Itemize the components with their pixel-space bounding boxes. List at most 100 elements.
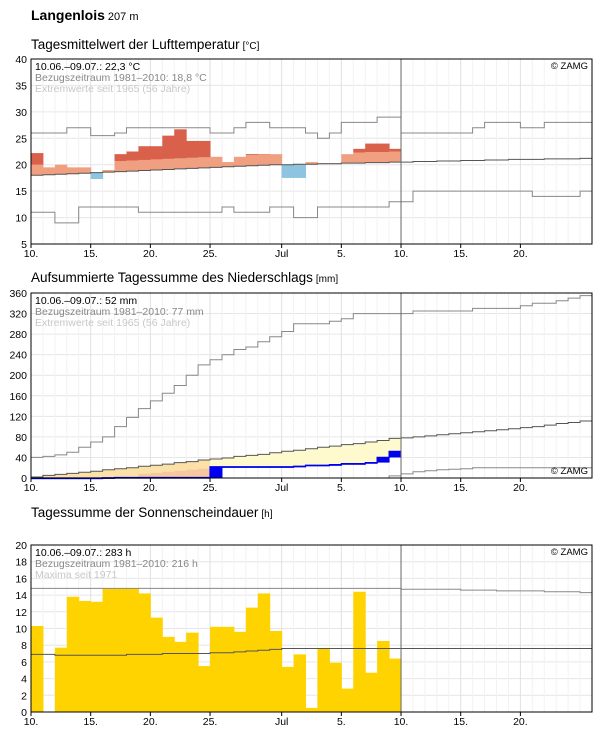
precipitation-deficit-area xyxy=(54,474,68,478)
sunshine-bar xyxy=(221,626,235,712)
precipitation-daily-increment xyxy=(389,451,402,458)
sunshine-bar xyxy=(162,636,175,712)
temperature-anomaly-bar-strong xyxy=(31,153,44,165)
precipitation-chart-title: Aufsummierte Tagessumme des Niederschlag… xyxy=(31,270,338,285)
temperature-anomaly-bar-below xyxy=(90,172,104,179)
sunshine-y-tick-label: 16 xyxy=(15,573,27,585)
station-title: Langenlois 207 m xyxy=(31,7,138,23)
temperature-anomaly-bar xyxy=(389,151,402,163)
sunshine-bar xyxy=(389,658,402,712)
precipitation-x-tick-label: 15. xyxy=(453,482,468,494)
precipitation-deficit-area xyxy=(329,446,342,465)
precipitation-x-tick-label: 10. xyxy=(394,482,409,494)
temperature-anomaly-bar xyxy=(210,156,223,168)
temperature-summary-reference: Bezugszeitraum 1981–2010: 18,8 °C xyxy=(35,72,207,84)
sunshine-x-tick-label: 25. xyxy=(203,716,218,728)
sunshine-y-tick-label: 4 xyxy=(21,674,27,686)
sunshine-bar xyxy=(281,666,295,712)
sunshine-title-text: Tagessumme der Sonnenscheindauer xyxy=(31,505,259,520)
temperature-min-line xyxy=(31,190,592,224)
precipitation-deficit-area xyxy=(210,458,223,467)
temperature-anomaly-bar xyxy=(150,159,163,170)
precipitation-deficit-area xyxy=(353,443,366,464)
temperature-anomaly-bar xyxy=(174,158,187,169)
temperature-anomaly-bar xyxy=(305,162,318,165)
sunshine-max-line xyxy=(31,587,592,594)
temperature-anomaly-bar xyxy=(365,152,378,163)
temperature-x-tick-label: 20. xyxy=(513,248,528,260)
precipitation-max-line xyxy=(31,295,592,458)
sunshine-x-tick-label: 15. xyxy=(453,716,468,728)
sunshine-bar xyxy=(174,641,187,712)
sunshine-y-tick-label: 2 xyxy=(21,690,27,702)
precipitation-deficit-area xyxy=(90,471,104,478)
sunshine-y-tick-label: 8 xyxy=(21,640,27,652)
temperature-x-tick-label: 15. xyxy=(453,248,468,260)
sunshine-summary-period: 10.06.–09.07.: 283 h xyxy=(35,547,131,559)
sunshine-bar xyxy=(90,601,104,712)
precipitation-x-tick-label: 20. xyxy=(143,482,158,494)
precipitation-y-tick-label: 0 xyxy=(21,473,27,485)
sunshine-bar xyxy=(305,707,318,712)
sunshine-bar xyxy=(245,607,259,712)
sunshine-x-tick-label: 20. xyxy=(143,716,158,728)
temperature-y-tick-label: 5 xyxy=(21,239,27,251)
temperature-y-tick-label: 15 xyxy=(15,186,27,198)
sunshine-bar xyxy=(353,591,366,712)
temperature-anomaly-bar xyxy=(341,154,354,164)
precipitation-deficit-area xyxy=(138,466,151,478)
temperature-anomaly-bar-strong xyxy=(126,151,139,161)
sunshine-bar xyxy=(198,666,211,712)
temperature-anomaly-bar xyxy=(126,160,139,172)
precipitation-deficit-area xyxy=(126,467,139,478)
temperature-copyright: © ZAMG xyxy=(551,61,588,72)
temperature-anomaly-bar xyxy=(42,167,56,175)
temperature-anomaly-bar-strong xyxy=(150,146,163,160)
temperature-plot-frame xyxy=(30,58,593,245)
precipitation-deficit-area-dark xyxy=(174,470,187,478)
temperature-x-tick-label: Jul xyxy=(275,248,288,260)
sunshine-x-tick-label: 20. xyxy=(513,716,528,728)
precipitation-daily-increment xyxy=(353,463,366,465)
sunshine-x-tick-label: 10. xyxy=(24,716,39,728)
sunshine-y-tick-label: 18 xyxy=(15,557,27,569)
temperature-anomaly-bar-strong xyxy=(353,148,366,153)
precipitation-deficit-area xyxy=(341,444,354,464)
temperature-y-tick-label: 35 xyxy=(15,80,27,92)
temperature-anomaly-bar xyxy=(162,158,175,170)
sunshine-bar xyxy=(54,647,68,712)
precipitation-normal-line xyxy=(31,420,592,478)
temperature-y-tick-label: 10 xyxy=(15,213,27,225)
precipitation-deficit-area-dark xyxy=(138,473,151,478)
sunshine-bar xyxy=(365,672,378,712)
temperature-title-text: Tagesmittelwert der Lufttemperatur xyxy=(31,37,240,52)
temperature-x-tick-label: 10. xyxy=(24,248,39,260)
sunshine-bar xyxy=(114,588,127,712)
temperature-anomaly-bar-strong xyxy=(365,143,378,153)
sunshine-y-tick-label: 10 xyxy=(15,624,27,636)
precipitation-deficit-area-dark xyxy=(198,468,211,478)
precipitation-summary-reference: Bezugszeitraum 1981–2010: 77 mm xyxy=(35,306,204,318)
precipitation-y-tick-label: 160 xyxy=(9,391,27,403)
precipitation-deficit-area-dark xyxy=(162,471,175,478)
sunshine-bar xyxy=(377,641,390,712)
sunshine-y-tick-label: 20 xyxy=(15,540,27,552)
precipitation-deficit-area xyxy=(78,472,92,478)
precipitation-summary-extremes: Extremwerte seit 1965 (56 Jahre) xyxy=(35,317,190,329)
precipitation-x-tick-label: 5. xyxy=(337,482,346,494)
precipitation-x-tick-label: Jul xyxy=(275,482,288,494)
precipitation-x-tick-label: 10. xyxy=(24,482,39,494)
sunshine-bar xyxy=(317,648,330,712)
temperature-anomaly-bar xyxy=(257,154,271,166)
precipitation-deficit-area xyxy=(42,475,56,478)
temperature-summary-period: 10.06.–09.07.: 22,3 °C xyxy=(35,61,141,73)
temperature-y-tick-label: 25 xyxy=(15,133,27,145)
sunshine-bar xyxy=(329,662,342,712)
precipitation-deficit-area xyxy=(365,442,378,463)
sunshine-x-tick-label: Jul xyxy=(275,716,288,728)
sunshine-bar xyxy=(31,625,44,712)
station-altitude: 207 m xyxy=(107,11,139,23)
sunshine-bar xyxy=(102,588,116,712)
sunshine-summary-extremes: Maxima seit 1971 xyxy=(35,569,117,581)
